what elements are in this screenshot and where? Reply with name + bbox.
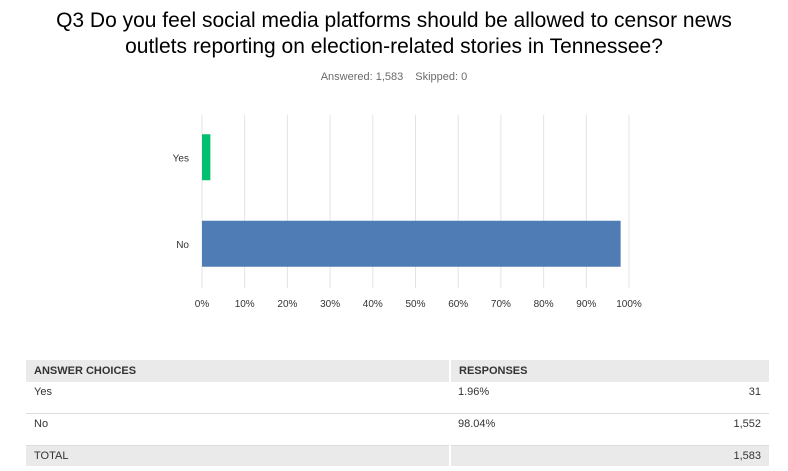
answered-count: Answered: 1,583 — [320, 71, 404, 83]
header-responses: RESPONSES — [449, 360, 769, 382]
question-title: Q3 Do you feel social media platforms sh… — [0, 8, 788, 60]
x-tick-label: 0% — [195, 299, 210, 310]
x-tick-label: 10% — [235, 299, 255, 310]
response-cell: 98.04% 1,552 — [450, 413, 769, 446]
x-tick-label: 30% — [320, 299, 340, 310]
category-label: No — [176, 240, 189, 251]
bar — [202, 220, 621, 267]
x-tick-label: 60% — [448, 299, 468, 310]
response-percent: 1.96% — [458, 386, 490, 398]
bar — [202, 134, 211, 181]
x-tick-label: 80% — [534, 299, 554, 310]
response-cell: 1.96% 31 — [450, 382, 769, 414]
table-total-row: TOTAL 1,583 — [26, 445, 769, 466]
category-label: Yes — [173, 153, 189, 164]
response-count: 31 — [748, 386, 761, 398]
x-tick-label: 50% — [405, 299, 425, 310]
choice-label: Yes — [26, 382, 450, 414]
response-summary: Answered: 1,583 Skipped: 0 — [0, 71, 788, 83]
choice-label: No — [26, 413, 450, 446]
question-title-line-2: outlets reporting on election-related st… — [125, 35, 663, 58]
response-percent: 98.04% — [458, 418, 496, 430]
x-tick-label: 70% — [491, 299, 511, 310]
x-tick-label: 90% — [576, 299, 596, 310]
header-answer-choices: ANSWER CHOICES — [26, 360, 450, 382]
table-row: Yes 1.96% 31 — [26, 382, 769, 414]
response-count: 1,552 — [733, 418, 761, 430]
question-title-line-1: Q3 Do you feel social media platforms sh… — [56, 9, 732, 32]
x-tick-label: 100% — [616, 299, 642, 310]
table-header-row: ANSWER CHOICES RESPONSES — [26, 360, 769, 382]
bar-chart: 0% 10% 20% 30% 40% 50% 60% 70% 80% 90% 100% Yes No — [173, 115, 642, 310]
skipped-count: Skipped: 0 — [415, 71, 468, 83]
total-cell: 1,583 — [449, 445, 769, 466]
x-tick-label: 20% — [277, 299, 297, 310]
responses-table: ANSWER CHOICES RESPONSES Yes 1.96% 31 No… — [26, 360, 769, 466]
total-count: 1,583 — [733, 450, 761, 462]
table-row: No 98.04% 1,552 — [26, 413, 769, 446]
x-tick-label: 40% — [363, 299, 383, 310]
total-label: TOTAL — [26, 445, 450, 466]
